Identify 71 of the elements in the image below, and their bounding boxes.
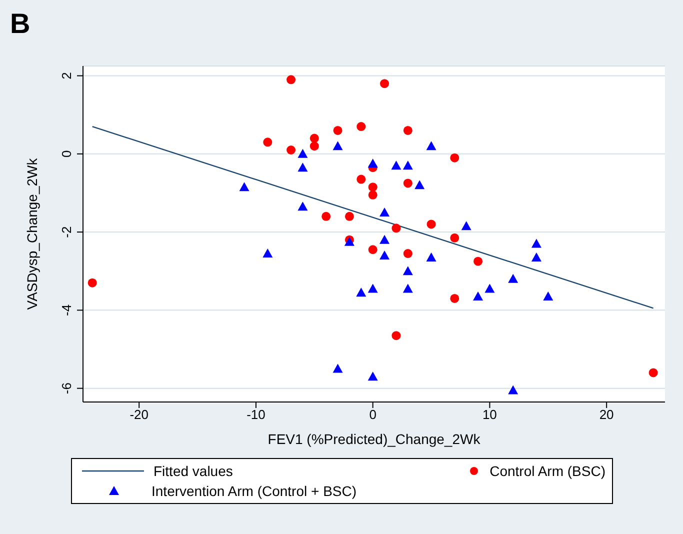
point xyxy=(298,148,308,158)
y-tick-label: -6 xyxy=(59,382,74,394)
x-tick-label: 0 xyxy=(369,407,376,422)
point xyxy=(450,153,460,162)
point xyxy=(286,75,296,84)
point xyxy=(450,233,460,242)
point xyxy=(402,160,413,170)
point xyxy=(368,372,378,381)
point xyxy=(356,174,366,184)
point xyxy=(450,294,460,303)
point xyxy=(239,182,250,192)
point xyxy=(403,249,412,258)
point xyxy=(648,368,658,378)
legend-label: Fitted values xyxy=(154,463,233,479)
point xyxy=(368,284,378,293)
point xyxy=(484,284,495,293)
point xyxy=(262,248,273,258)
point xyxy=(368,182,378,192)
point xyxy=(391,160,402,170)
x-tick-label: 20 xyxy=(599,407,614,422)
point xyxy=(461,221,472,230)
point xyxy=(332,364,343,373)
y-tick-label: -2 xyxy=(59,226,74,238)
point xyxy=(474,256,483,266)
point xyxy=(473,292,484,301)
point xyxy=(543,292,554,301)
y-tick-label: -4 xyxy=(59,304,74,316)
legend-label: Intervention Arm (Control + BSC) xyxy=(152,483,357,499)
point xyxy=(402,284,413,293)
point xyxy=(392,224,401,233)
point xyxy=(298,202,308,211)
point xyxy=(368,158,378,168)
y-tick-label: 2 xyxy=(59,72,74,80)
point xyxy=(263,138,272,147)
point xyxy=(368,190,378,200)
chart-title: B xyxy=(10,8,30,40)
point xyxy=(402,266,413,276)
point xyxy=(403,126,412,135)
point xyxy=(414,180,425,190)
point xyxy=(333,126,342,135)
point xyxy=(88,278,97,288)
y-axis-title: VASDysp_Change_2Wk xyxy=(24,157,40,310)
point xyxy=(426,252,436,262)
point xyxy=(508,385,518,394)
point xyxy=(426,220,436,229)
point xyxy=(380,250,390,260)
point xyxy=(286,146,296,154)
x-axis-title: FEV1 (%Predicted)_Change_2Wk xyxy=(268,431,482,447)
point xyxy=(380,79,390,88)
point xyxy=(531,252,542,262)
y-tick-label: 0 xyxy=(59,150,74,158)
point xyxy=(403,178,412,188)
point xyxy=(531,238,542,248)
point xyxy=(298,162,308,172)
point xyxy=(368,245,378,254)
x-tick-label: -10 xyxy=(246,407,266,422)
point xyxy=(344,212,354,221)
point xyxy=(356,288,366,297)
point xyxy=(356,122,366,132)
x-tick-label: -20 xyxy=(130,407,148,422)
point xyxy=(310,134,319,143)
point xyxy=(332,141,343,150)
legend-label: Control Arm (BSC) xyxy=(490,463,606,479)
point xyxy=(322,212,331,221)
point xyxy=(310,142,319,151)
x-tick-label: 10 xyxy=(482,407,497,422)
point xyxy=(380,234,390,244)
point xyxy=(392,331,401,340)
point xyxy=(380,208,390,217)
point xyxy=(426,141,436,150)
point xyxy=(508,274,518,283)
